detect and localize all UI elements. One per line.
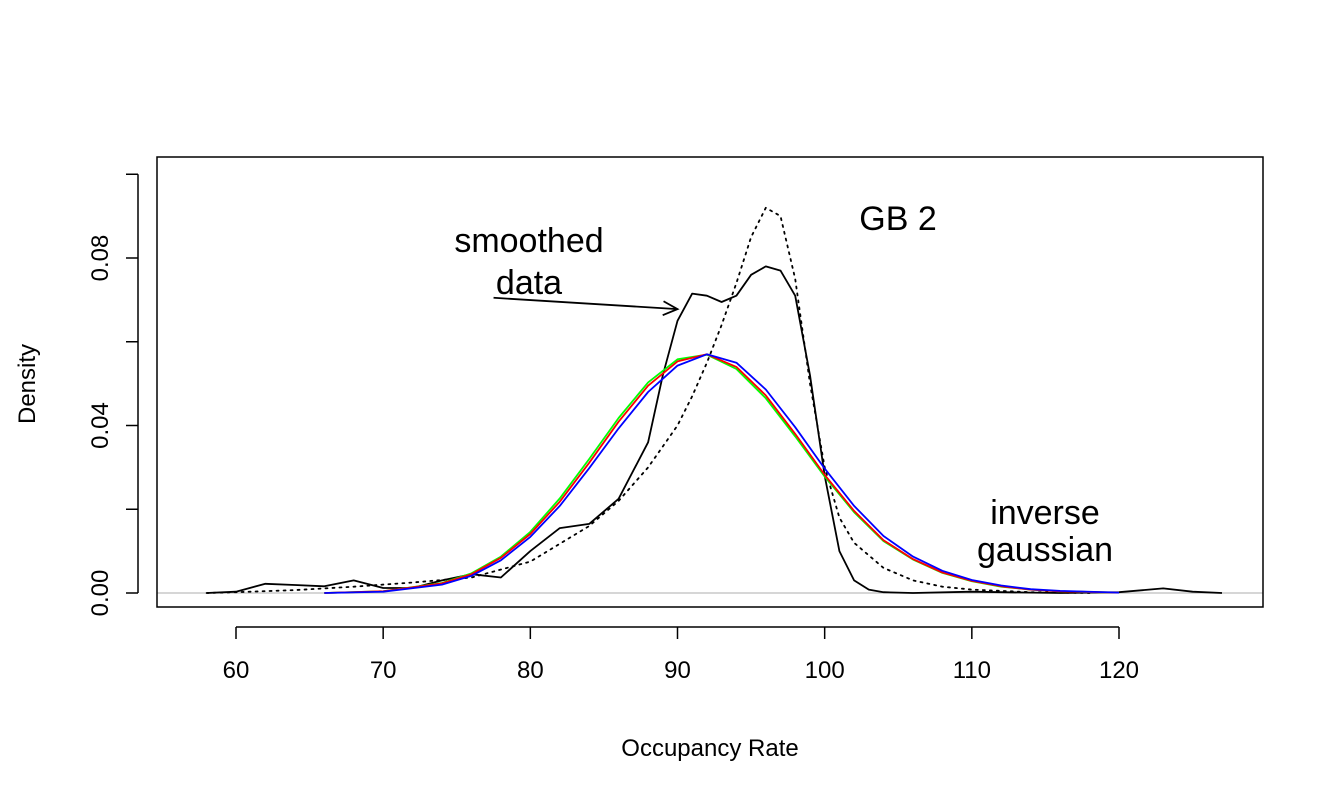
series-layer <box>157 206 1263 594</box>
annotation-smoothed-line1: smoothed <box>454 222 603 260</box>
y-tick-label: 0.00 <box>87 570 114 617</box>
x-tick-label: 60 <box>223 657 250 684</box>
x-tick-label: 80 <box>517 657 544 684</box>
plot-frame <box>156 156 1264 608</box>
x-tick-label: 120 <box>1099 657 1139 684</box>
x-tick-label: 70 <box>370 657 397 684</box>
annotation-arrow-head <box>662 300 680 316</box>
series-line-0 <box>205 206 1091 594</box>
axes: 60 70 80 90 100 110 120 0.00 0.04 0.08 <box>87 173 1139 684</box>
x-tick-label: 100 <box>805 657 845 684</box>
annotation-inverse-line2: gaussian <box>977 531 1113 569</box>
x-tick-label: 110 <box>953 657 991 684</box>
annotation-inverse-line1: inverse <box>990 494 1100 532</box>
annotation-panel-label: GB 2 <box>859 200 936 238</box>
y-tick-label: 0.08 <box>87 235 114 282</box>
y-axis-label: Density <box>14 344 41 424</box>
series-line-1 <box>206 265 1223 594</box>
x-tick-label: 90 <box>664 657 691 684</box>
y-tick-label: 0.04 <box>87 402 114 449</box>
annotation-smoothed-line2: data <box>496 264 562 302</box>
annotation-arrow-shaft <box>493 296 678 310</box>
x-axis-label: Occupancy Rate <box>621 735 798 762</box>
series-line-4 <box>324 353 1120 594</box>
